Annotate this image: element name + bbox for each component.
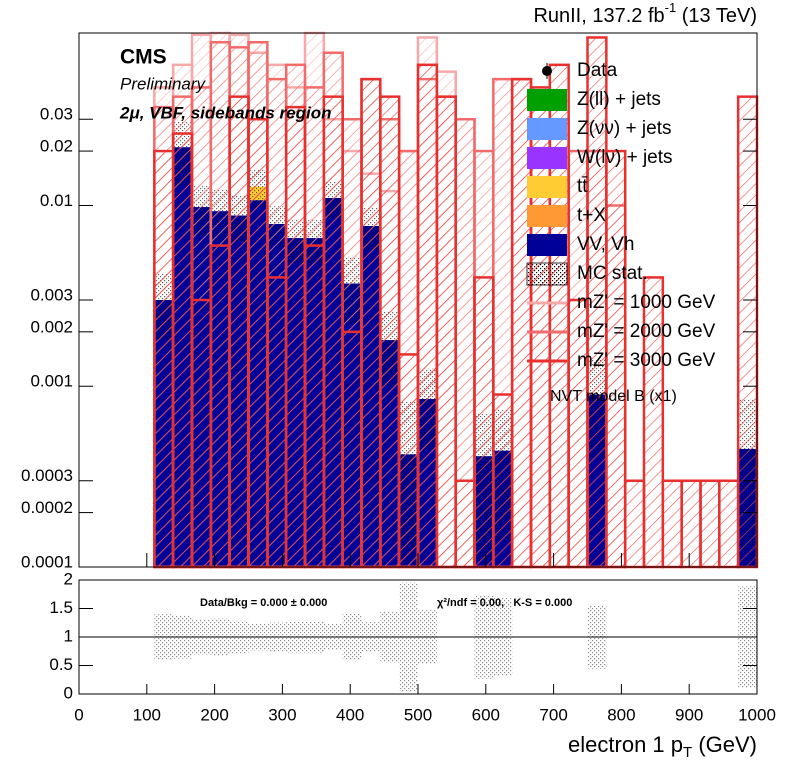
legend-label: tt̄ [577, 176, 588, 197]
x-tick-label: 600 [472, 705, 500, 724]
legend-label: Data [577, 60, 618, 81]
y-tick-label: 0.02 [40, 137, 73, 156]
signal-bin [680, 479, 702, 569]
signal-bin [718, 479, 740, 569]
signal-bin [473, 276, 495, 569]
y-tick-label: 0.0001 [21, 552, 73, 571]
y-tick-label: 0.03 [40, 105, 73, 124]
legend-label: mZ' = 1000 GeV [577, 292, 716, 313]
x-tick-label: 200 [200, 705, 228, 724]
legend-label: mZ' = 3000 GeV [577, 350, 716, 371]
legend-swatch [527, 234, 567, 256]
legend-label: mZ' = 2000 GeV [577, 321, 716, 342]
plot-area [153, 31, 759, 692]
x-tick-label: 400 [336, 705, 364, 724]
x-tick-label: 1000 [738, 705, 776, 724]
signal-bin [360, 77, 382, 569]
signal-bin [171, 132, 194, 569]
ratio-y-tick-label: 0.5 [49, 655, 73, 674]
legend-label: VV, Vh [577, 234, 634, 255]
legend-swatch [527, 176, 567, 198]
signal-bin [416, 63, 439, 569]
signal-bin [397, 353, 420, 569]
signal-bin [492, 393, 514, 569]
legend-swatch [527, 118, 567, 140]
x-axis-label: electron 1 pT (GeV) [568, 732, 757, 761]
x-tick-label: 100 [133, 705, 161, 724]
x-tick-label: 700 [539, 705, 567, 724]
model-label: NVT model B (x1) [550, 388, 677, 405]
x-tick-label: 0 [74, 705, 83, 724]
signal-bin [661, 479, 683, 569]
y-tick-label: 0.0003 [21, 466, 73, 485]
experiment: CMS [120, 46, 167, 69]
signal-bin [454, 479, 476, 569]
signal-bin [623, 479, 646, 569]
x-tick-label: 500 [404, 705, 432, 724]
x-tick-label: 800 [607, 705, 635, 724]
legend-label: Z(ll) + jets [577, 89, 661, 110]
header: RunII, 137.2 fb-1 (13 TeV) [533, 0, 757, 27]
ratio-y-tick-label: 2 [64, 569, 73, 588]
legend-swatch [542, 66, 552, 76]
signal-bin [341, 330, 363, 569]
ratio-text-right: χ²/ndf = 0.00, K-S = 0.000 [437, 597, 572, 609]
status: Preliminary [120, 74, 207, 93]
signal-bin [303, 244, 326, 569]
legend-label: MC stat. [577, 263, 648, 284]
signal-bin [247, 117, 269, 569]
legend-label: t+X [577, 205, 606, 226]
y-tick-label: 0.002 [30, 317, 73, 336]
signal-bin [284, 105, 307, 569]
signal-bin [379, 95, 401, 569]
ratio-text-left: Data/Bkg = 0.000 ± 0.000 [200, 597, 327, 609]
x-tick-label: 900 [675, 705, 703, 724]
signal-bin [190, 298, 213, 569]
ratio-y-tick-label: 1.5 [49, 598, 73, 617]
y-tick-label: 0.001 [30, 372, 73, 391]
legend-swatch [527, 89, 567, 111]
y-tick-label: 0.003 [30, 285, 73, 304]
signal-bin [322, 95, 344, 569]
signal-bin [228, 95, 250, 569]
legend-swatch [526, 262, 568, 286]
legend-swatch [527, 205, 567, 227]
ratio-y-tick-label: 1 [64, 626, 73, 645]
region: 2μ, VBF, sidebands region [119, 103, 331, 122]
legend-label: W(lν) + jets [577, 147, 673, 168]
legend: Data Z(ll) + jets Z(νν) + jets W(lν) + jets… [526, 60, 716, 371]
signal-bin [699, 479, 721, 569]
y-tick-label: 0.0002 [21, 498, 73, 517]
signal-bin [266, 276, 288, 569]
signal-bin [435, 95, 457, 569]
x-tick-label: 300 [268, 705, 296, 724]
signal-bin [153, 149, 175, 569]
ratio-y-tick-label: 0 [64, 683, 73, 702]
y-tick-label: 0.01 [40, 191, 73, 210]
signal-bin [209, 244, 231, 569]
legend-label: Z(νν) + jets [577, 118, 671, 139]
signal-bin [548, 63, 570, 569]
legend-swatch [527, 147, 567, 169]
